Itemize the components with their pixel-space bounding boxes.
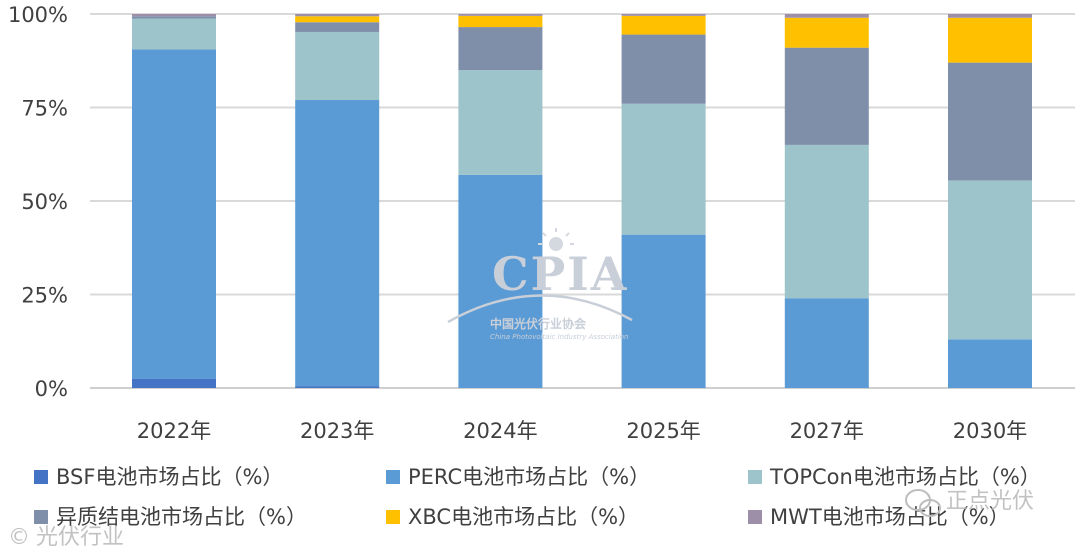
axis-layer: 0% 25% 50% 75% 100% 2022年 2023年 2024年 2025年 2027年… [8,3,1027,443]
x-tick-label: 2025年 [626,419,700,443]
y-tick-label: 0% [35,377,68,401]
legend: BSF电池市场占比（%） PERC电池市场占比（%） TOPCon电池市场占比（%）… [34,465,1041,529]
legend-swatch [386,470,400,484]
bar-segment-s1-c2 [458,174,543,388]
legend-item: MWT电池市场占比（%） [748,505,1010,529]
watermark-logo-text: CPIA [492,247,628,301]
legend-item: TOPCon电池市场占比（%） [748,465,1041,489]
bar-segment-s1-c4 [784,298,869,388]
bar-segment-s3-c1 [295,22,380,32]
bar-segment-s2-c5 [948,180,1032,340]
svg-text:©: © [8,525,30,550]
legend-label: PERC电池市场占比（%） [408,465,650,489]
source-watermark-right: 正点光伏 [905,489,1034,517]
y-tick-label: 75% [21,97,68,121]
grid-layer [90,13,1075,389]
legend-label: BSF电池市场占比（%） [56,465,283,489]
legend-item: 异质结电池市场占比（%） [34,505,307,529]
source-watermark-left: © 光伏行业 [8,525,124,550]
legend-label: 异质结电池市场占比（%） [56,505,307,529]
legend-swatch [386,510,400,524]
bar-segment-s5-c0 [132,14,216,17]
bar-segment-s3-c3 [621,34,706,104]
legend-item: BSF电池市场占比（%） [34,465,283,489]
source-right-text: 正点光伏 [946,489,1034,514]
bar-segment-s4-c2 [458,15,543,28]
bar-segment-s5-c4 [784,14,869,18]
bar-segment-s0-c1 [295,386,380,388]
wechat-icon [905,489,941,517]
bar-segment-s0-c0 [132,378,216,388]
bar-segment-s2-c0 [132,18,216,50]
bar-segment-s1-c0 [132,49,216,379]
sun-icon [538,228,574,251]
bar-segment-s4-c4 [784,17,869,48]
legend-item: PERC电池市场占比（%） [386,465,650,489]
bar-segment-s5-c2 [458,14,543,16]
legend-swatch [748,510,762,524]
bar-segment-s5-c5 [948,14,1032,18]
bar-segment-s4-c5 [948,17,1032,63]
bar-segment-s1-c1 [295,100,380,387]
watermark-swoosh [447,294,633,324]
bar-segment-s1-c3 [621,234,706,388]
y-tick-label: 100% [8,3,68,27]
bar-segment-s5-c1 [295,14,380,17]
x-tick-label: 2023年 [300,419,374,443]
bar-segment-s5-c3 [621,14,706,16]
bar-segment-s1-c5 [948,339,1032,388]
legend-swatch [34,510,48,524]
x-tick-label: 2030年 [953,419,1027,443]
legend-swatch [748,470,762,484]
cpia-watermark: CPIA 中国光伏行业协会 China Photovoltaic Industr… [447,228,633,341]
y-tick-label: 25% [21,284,68,308]
legend-label: TOPCon电池市场占比（%） [769,465,1041,489]
bar-segment-s3-c4 [784,47,869,145]
source-left-text: 光伏行业 [36,525,124,550]
bar-layer [132,14,1032,388]
legend-label: XBC电池市场占比（%） [408,505,639,529]
bar-segment-s2-c3 [621,103,706,235]
y-tick-label: 50% [21,190,68,214]
bar-segment-s3-c2 [458,27,543,71]
x-tick-label: 2024年 [463,419,537,443]
bar-segment-s3-c0 [132,16,216,19]
x-tick-label: 2022年 [137,419,211,443]
bar-segment-s4-c1 [295,16,380,23]
x-tick-label: 2027年 [790,419,864,443]
bar-segment-s2-c4 [784,144,869,299]
bar-segment-s2-c1 [295,31,380,101]
legend-item: XBC电池市场占比（%） [386,505,639,529]
watermark-org-cn: 中国光伏行业协会 [490,316,587,331]
watermark-org-en: China Photovoltaic Industry Association [490,333,629,341]
legend-label: MWT电池市场占比（%） [770,505,1010,529]
bar-segment-s3-c5 [948,62,1032,181]
bar-segment-s4-c3 [621,15,706,35]
bar-segment-s2-c2 [458,70,543,175]
legend-swatch [34,470,48,484]
